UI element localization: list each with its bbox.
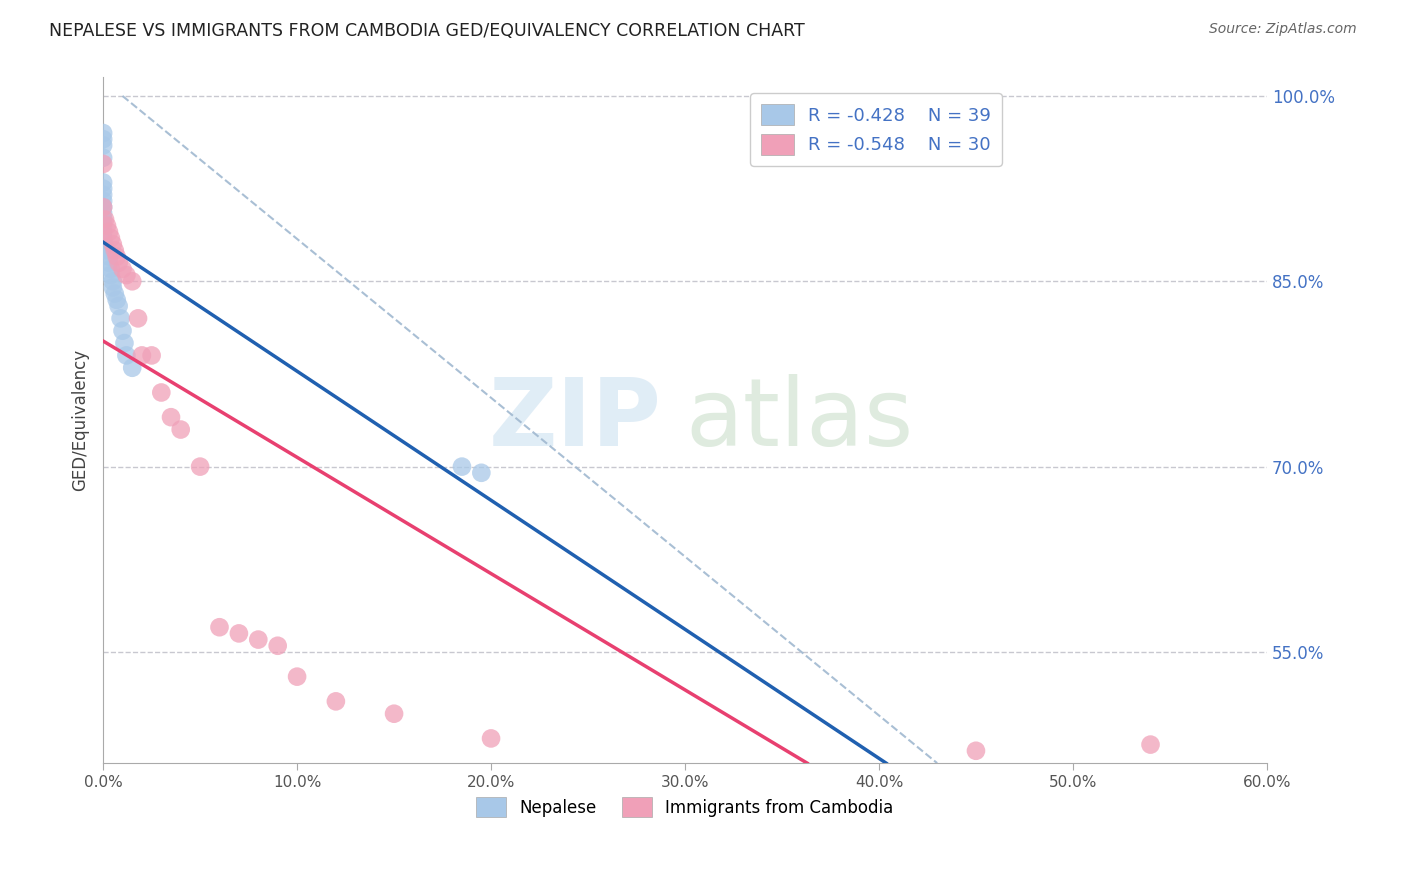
Point: [121, 274, 143, 288]
Point: [170, 423, 193, 437]
Point: [1139, 738, 1161, 752]
Text: NEPALESE VS IMMIGRANTS FROM CAMBODIA GED/EQUIVALENCY CORRELATION CHART: NEPALESE VS IMMIGRANTS FROM CAMBODIA GED…: [49, 22, 806, 40]
Point: [110, 311, 132, 326]
Point: [94, 241, 117, 255]
Point: [91, 176, 114, 190]
Point: [285, 670, 308, 684]
Point: [228, 626, 250, 640]
Point: [91, 138, 114, 153]
Text: ZIP: ZIP: [489, 375, 662, 467]
Point: [91, 237, 114, 252]
Point: [101, 237, 124, 252]
Point: [91, 157, 114, 171]
Point: [100, 268, 122, 282]
Point: [111, 324, 134, 338]
Point: [97, 250, 120, 264]
Point: [100, 231, 122, 245]
Point: [97, 225, 120, 239]
Point: [105, 293, 128, 307]
Point: [325, 694, 347, 708]
Point: [111, 262, 134, 277]
Point: [479, 731, 502, 746]
Point: [188, 459, 211, 474]
Point: [267, 639, 290, 653]
Point: [94, 212, 117, 227]
Legend: Nepalese, Immigrants from Cambodia: Nepalese, Immigrants from Cambodia: [470, 791, 900, 823]
Point: [91, 231, 114, 245]
Point: [91, 212, 114, 227]
Point: [91, 200, 114, 214]
Point: [100, 262, 122, 277]
Point: [208, 620, 231, 634]
Point: [160, 410, 183, 425]
Point: [247, 632, 270, 647]
Point: [91, 225, 114, 239]
Point: [127, 311, 149, 326]
Point: [115, 268, 138, 282]
Point: [131, 348, 153, 362]
Point: [150, 385, 173, 400]
Point: [114, 336, 136, 351]
Point: [91, 235, 114, 250]
Point: [96, 244, 118, 258]
Point: [91, 126, 114, 140]
Point: [101, 280, 124, 294]
Point: [91, 238, 114, 252]
Point: [91, 194, 114, 208]
Y-axis label: GED/Equivalency: GED/Equivalency: [72, 350, 89, 491]
Point: [451, 459, 474, 474]
Point: [965, 744, 987, 758]
Point: [107, 256, 129, 270]
Point: [470, 466, 492, 480]
Point: [91, 187, 114, 202]
Point: [96, 219, 118, 233]
Point: [105, 250, 128, 264]
Point: [115, 348, 138, 362]
Point: [104, 286, 127, 301]
Text: atlas: atlas: [685, 375, 914, 467]
Point: [141, 348, 163, 362]
Point: [101, 274, 124, 288]
Point: [104, 244, 127, 258]
Point: [91, 132, 114, 146]
Point: [91, 151, 114, 165]
Point: [91, 240, 114, 254]
Point: [107, 299, 129, 313]
Point: [91, 219, 114, 233]
Point: [91, 200, 114, 214]
Point: [121, 360, 143, 375]
Point: [91, 235, 114, 249]
Point: [97, 256, 120, 270]
Point: [91, 206, 114, 220]
Point: [91, 232, 114, 246]
Point: [94, 242, 117, 256]
Point: [382, 706, 405, 721]
Text: Source: ZipAtlas.com: Source: ZipAtlas.com: [1209, 22, 1357, 37]
Point: [91, 181, 114, 195]
